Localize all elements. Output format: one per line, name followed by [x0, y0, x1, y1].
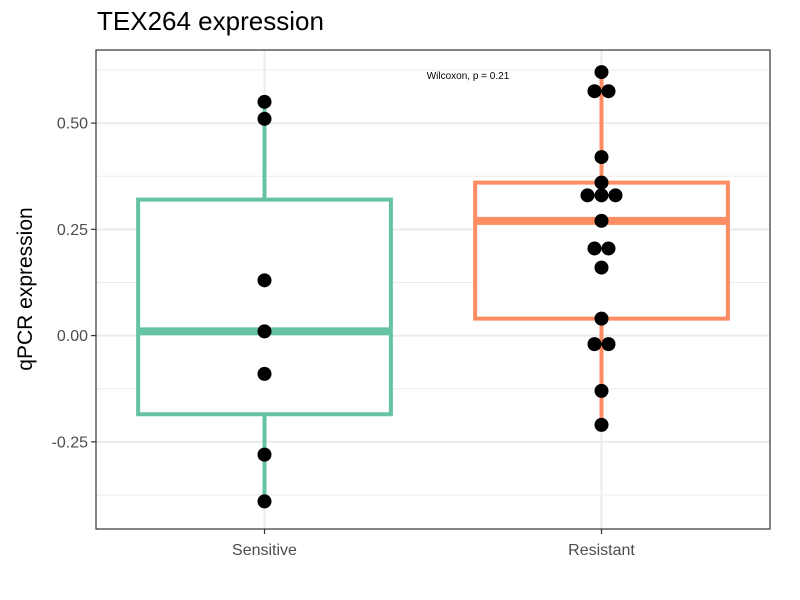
boxes	[136, 72, 730, 502]
x-tick-label-sensitive: Sensitive	[232, 542, 297, 559]
data-points	[257, 65, 623, 509]
sensitive-data-point	[257, 447, 272, 462]
resistant-data-point	[594, 383, 609, 398]
sensitive-data-point	[257, 494, 272, 509]
resistant-data-point	[594, 188, 609, 203]
resistant-data-point	[594, 175, 609, 190]
resistant-data-point	[587, 84, 602, 99]
resistant-data-point	[594, 65, 609, 80]
panel-border	[95, 49, 771, 530]
sensitive-data-point	[257, 273, 272, 288]
resistant-data-point	[601, 84, 616, 99]
resistant-data-point	[587, 337, 602, 352]
resistant-data-point	[594, 417, 609, 432]
x-tick-label-resistant: Resistant	[568, 542, 635, 559]
y-tick-label: 0.00	[57, 328, 88, 345]
sensitive-data-point	[257, 94, 272, 109]
y-tick-label: 0.50	[57, 116, 88, 133]
resistant-data-point	[594, 311, 609, 326]
y-tick-label: 0.25	[57, 222, 88, 239]
resistant-data-point	[594, 213, 609, 228]
resistant-box	[473, 180, 730, 321]
y-axis: -0.25 0.00 0.25 0.50	[52, 116, 96, 451]
wilcoxon-annotation: Wilcoxon, p = 0.21	[427, 71, 510, 82]
sensitive-data-point	[257, 324, 272, 339]
sensitive-data-point	[257, 366, 272, 381]
sensitive-box	[136, 197, 393, 417]
resistant-data-point	[594, 260, 609, 275]
sensitive-data-point	[257, 111, 272, 126]
x-axis: Sensitive Resistant	[232, 529, 635, 559]
resistant-data-point	[580, 188, 595, 203]
resistant-data-point	[601, 337, 616, 352]
y-axis-title: qPCR expression	[14, 207, 37, 370]
resistant-data-point	[594, 150, 609, 165]
resistant-data-point	[601, 241, 616, 256]
chart-title: TEX264 expression	[97, 6, 324, 36]
y-tick-label: -0.25	[52, 434, 89, 451]
resistant-data-point	[587, 241, 602, 256]
resistant-data-point	[608, 188, 623, 203]
